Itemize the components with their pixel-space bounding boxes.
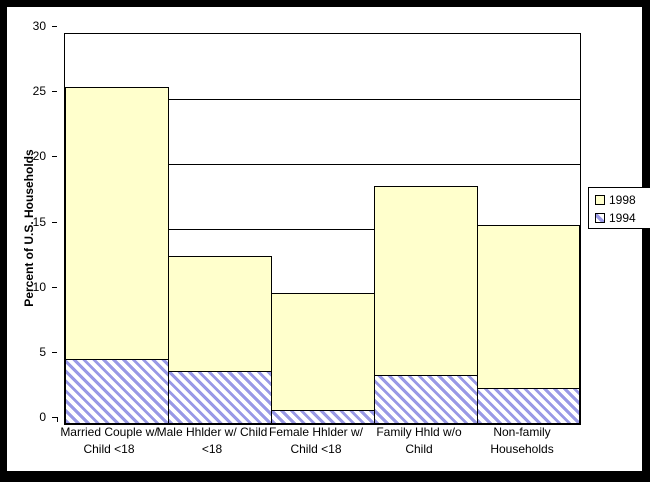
y-tick-label-15: 15	[32, 215, 46, 229]
gridline-15	[65, 229, 580, 230]
legend-swatch-1994-icon	[595, 213, 605, 223]
bar-1994-1	[168, 371, 272, 424]
bar-1994-2	[271, 410, 375, 424]
y-tick-label-0: 0	[39, 410, 46, 424]
x-category-label-1: Male Hhlder w/ Child <18	[156, 425, 268, 456]
bar-1998-2	[271, 293, 375, 424]
y-tick-5	[52, 352, 57, 353]
y-tick-label-25: 25	[32, 84, 46, 98]
y-tick-label-5: 5	[39, 345, 46, 359]
bar-1994-0	[65, 359, 169, 424]
gridline-25	[65, 99, 580, 100]
x-category-label-4: Non-family Households	[490, 425, 554, 456]
legend-label-1998: 1998	[609, 193, 636, 207]
y-tick-10	[52, 287, 57, 288]
x-category-label-3: Family Hhld w/o Child	[376, 425, 462, 456]
legend-label-1994: 1994	[609, 211, 636, 225]
bar-1994-3	[374, 375, 478, 424]
y-tick-30	[52, 26, 57, 27]
x-tick-0	[57, 417, 58, 422]
y-tick-25	[52, 91, 57, 92]
y-tick-20	[52, 156, 57, 157]
y-tick-15	[52, 222, 57, 223]
legend-entry-1994: 1994	[589, 209, 650, 227]
legend-swatch-1998-icon	[595, 195, 605, 205]
x-category-label-0: Married Couple w/ Child <18	[60, 425, 158, 456]
legend: 1998 1994	[588, 187, 650, 229]
legend-entry-1998: 1998	[589, 191, 650, 209]
gridline-20	[65, 164, 580, 165]
x-category-label-2: Female Hhlder w/ Child <18	[268, 425, 364, 456]
y-tick-label-10: 10	[32, 280, 46, 294]
chart-canvas: Percent of U.S. Households 0 5 10 15 20 25 30 …	[7, 7, 650, 471]
y-tick-label-30: 30	[32, 19, 46, 33]
y-tick-0	[52, 417, 57, 418]
bar-1994-4	[477, 388, 580, 424]
plot-area	[64, 33, 581, 425]
y-tick-label-20: 20	[32, 149, 46, 163]
